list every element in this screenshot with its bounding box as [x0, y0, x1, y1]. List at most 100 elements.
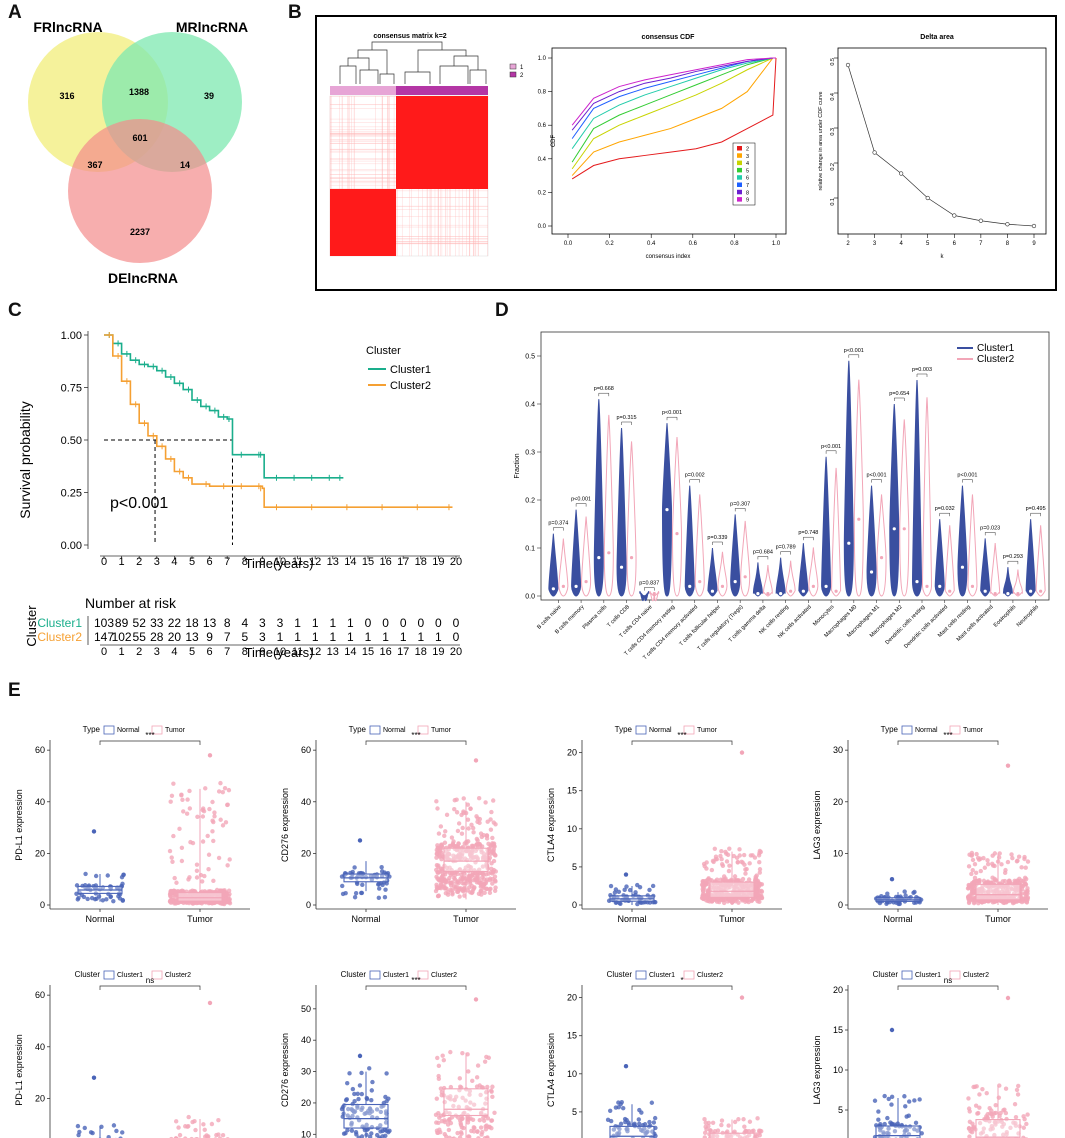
box-point	[977, 1120, 983, 1126]
box-point	[383, 887, 388, 892]
box-xtick-label: Normal	[883, 914, 912, 924]
box-point	[447, 843, 453, 849]
box-point	[919, 1131, 924, 1136]
box-point	[987, 1105, 992, 1111]
box-point	[1022, 875, 1028, 880]
box-point	[992, 1132, 997, 1138]
box-point	[436, 1063, 442, 1068]
box-point	[965, 886, 971, 891]
box-point	[172, 889, 178, 894]
box-point	[647, 887, 652, 893]
delta-ytick-label: 0.3	[830, 128, 836, 136]
box-point	[491, 870, 496, 875]
km-xtick-label: 1	[119, 556, 125, 568]
box-ylabel: CD276 expression	[280, 1033, 290, 1107]
box-point	[885, 1115, 890, 1121]
box-point	[723, 849, 728, 855]
box-point	[218, 780, 223, 786]
box-point	[747, 861, 752, 866]
violin-pvalue: p=0.495	[1026, 506, 1046, 512]
delta-ytick-label: 0.2	[830, 163, 836, 171]
box-point	[359, 1134, 365, 1138]
dendrogram-branch	[347, 57, 370, 70]
box-point	[877, 1128, 883, 1133]
box-point	[167, 848, 173, 854]
box-point	[480, 857, 486, 862]
box-ytick-label: 15	[833, 1025, 843, 1035]
box-point	[1022, 1116, 1027, 1122]
box-point	[447, 1135, 452, 1138]
box-point	[210, 900, 215, 906]
box-point	[226, 787, 232, 793]
km-xtick-label: 10	[274, 556, 286, 568]
box-point	[722, 897, 727, 903]
venn-count-mr-de: 14	[180, 160, 190, 170]
box-point	[625, 1128, 630, 1134]
violin-median	[1006, 592, 1010, 596]
cdf-curve	[571, 57, 776, 131]
box-point	[379, 869, 385, 874]
box-point	[205, 833, 210, 839]
box-point	[727, 863, 732, 868]
cdf-xtick-label: 0.6	[689, 241, 698, 247]
violin-pvalue: p=0.032	[935, 506, 955, 512]
violin-bracket	[644, 587, 655, 591]
box-point	[459, 1131, 464, 1136]
risk-cell: 9	[206, 630, 213, 644]
box-point	[474, 1075, 480, 1080]
box-point	[120, 1130, 125, 1135]
violin-median	[720, 584, 725, 588]
box-point	[467, 852, 473, 857]
violin-bracket	[894, 397, 905, 401]
risk-xtick-label: 20	[450, 646, 462, 658]
box-point	[185, 1124, 190, 1129]
box-point	[455, 1130, 460, 1136]
box-point	[642, 1126, 647, 1131]
cdf-curve	[571, 57, 776, 170]
box-point	[179, 793, 184, 798]
box-point	[913, 1120, 919, 1126]
box-point	[489, 1089, 494, 1094]
violin-shape	[944, 525, 955, 597]
risk-xtick-label: 11	[292, 646, 303, 658]
risk-cell: 3	[259, 616, 266, 630]
box-point	[111, 898, 116, 904]
box-point	[180, 797, 185, 802]
box-point	[434, 799, 439, 804]
box-point	[726, 868, 732, 874]
km-ylabel: Survival probability	[17, 401, 33, 519]
box-point	[723, 878, 729, 883]
violin-median	[925, 584, 929, 588]
box-legend-2: Tumor	[165, 727, 186, 734]
violin-median	[698, 580, 702, 584]
box-point	[350, 1113, 355, 1119]
violin-median	[869, 570, 874, 574]
violin-shape	[603, 414, 614, 597]
box-legend-swatch-2	[683, 970, 695, 980]
box-point	[227, 901, 233, 906]
venn-count-fr-mr: 1388	[129, 87, 149, 97]
box-iqr	[343, 1103, 389, 1129]
violin-bracket	[871, 479, 882, 483]
delta-ylabel: relative change in area under CDF curve	[818, 91, 824, 190]
box-point	[374, 1107, 380, 1112]
consensus-dendrogram	[339, 41, 487, 84]
risk-cell: 89	[115, 616, 129, 630]
box-point	[605, 1117, 611, 1123]
violin-median	[1016, 592, 1020, 596]
delta-xtick-label: 7	[979, 241, 983, 247]
violin-shape	[571, 509, 582, 597]
box-ytick-label: 60	[35, 990, 45, 1000]
box-point	[187, 806, 193, 811]
box-point	[755, 1116, 760, 1121]
box-point	[170, 859, 175, 864]
box-point	[481, 833, 486, 838]
box-point	[619, 1099, 624, 1105]
box-point	[470, 1117, 476, 1122]
box-point	[623, 1119, 628, 1125]
box-point	[220, 789, 226, 795]
violin-shape	[717, 551, 728, 597]
cdf-xtick-label: 0.2	[605, 241, 614, 247]
immune-violin-plot: Fraction Cluster1 Cluster2 0.0 0.1 0.2 0.3 0…	[514, 331, 1050, 661]
